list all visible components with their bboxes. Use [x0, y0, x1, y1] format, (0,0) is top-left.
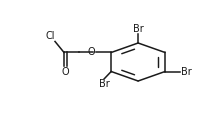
Text: Cl: Cl — [45, 31, 55, 41]
Text: O: O — [62, 67, 69, 77]
Text: Br: Br — [181, 66, 192, 77]
Text: Br: Br — [133, 24, 143, 34]
Text: Br: Br — [99, 79, 109, 90]
Text: O: O — [87, 47, 95, 58]
